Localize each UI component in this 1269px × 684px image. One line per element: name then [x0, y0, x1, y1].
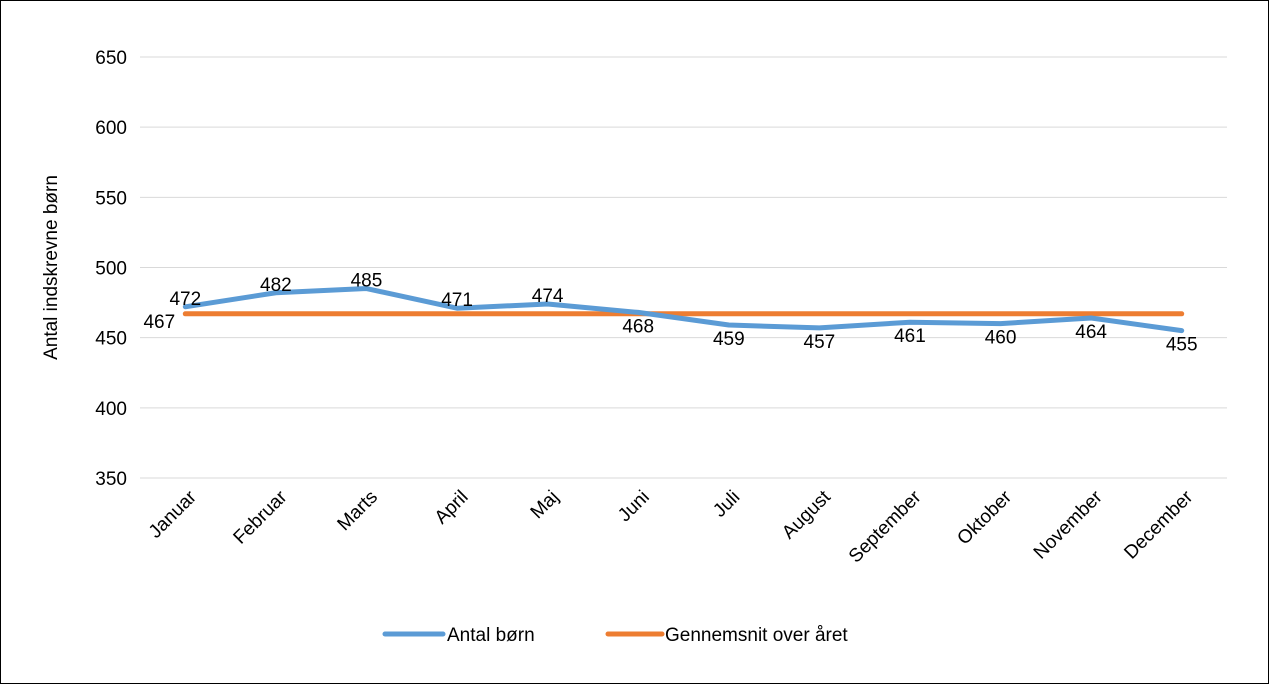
x-tick-label: Juni [614, 487, 653, 526]
legend: Antal børn Gennemsnit over året [382, 625, 848, 646]
x-tick-label: Februar [230, 486, 292, 548]
x-tick-label: Juli [709, 487, 744, 522]
y-tick-label: 500 [95, 259, 127, 280]
x-tick-label: Marts [334, 487, 382, 535]
y-tick-label: 400 [95, 399, 127, 420]
data-label-average: 467 [143, 312, 175, 333]
y-tick-label: 550 [95, 188, 127, 209]
data-label: 464 [1075, 322, 1107, 343]
y-tick-label: 650 [95, 48, 127, 69]
data-label: 474 [532, 286, 564, 307]
data-label: 468 [622, 316, 654, 337]
series-lines [182, 286, 1185, 334]
gridlines [140, 56, 1227, 479]
x-tick-label: November [1030, 486, 1107, 563]
y-tick-label: 600 [95, 118, 127, 139]
data-labels: 472 482 485 471 474 468 459 457 461 460 464 455 467 [143, 271, 1197, 356]
y-tick-label: 350 [95, 469, 127, 490]
x-axis-tick-labels: Januar Februar Marts April Maj Juni Juli August… [145, 486, 1198, 567]
y-axis-title: Antal indskrevne børn [41, 175, 62, 360]
legend-label: Antal børn [447, 625, 535, 646]
data-label: 471 [441, 290, 473, 311]
data-label: 472 [169, 289, 201, 310]
data-label: 482 [260, 275, 292, 296]
data-label: 460 [985, 328, 1017, 349]
data-label: 485 [351, 271, 383, 292]
y-axis-tick-labels: 350 400 450 500 550 600 650 [95, 48, 127, 490]
x-tick-label: August [778, 486, 835, 543]
x-tick-label: April [431, 487, 473, 529]
legend-label: Gennemsnit over året [665, 625, 848, 646]
x-tick-label: December [1120, 486, 1197, 563]
data-label: 459 [713, 329, 745, 350]
y-tick-label: 450 [95, 329, 127, 350]
x-tick-label: Maj [527, 487, 564, 524]
x-tick-label: Januar [145, 486, 201, 542]
x-tick-label: Oktober [953, 486, 1016, 549]
data-label: 461 [894, 326, 926, 347]
series-line-antal-boern [182, 286, 1185, 334]
x-tick-label: September [845, 486, 926, 567]
data-label: 455 [1166, 335, 1198, 356]
data-label: 457 [804, 332, 836, 353]
